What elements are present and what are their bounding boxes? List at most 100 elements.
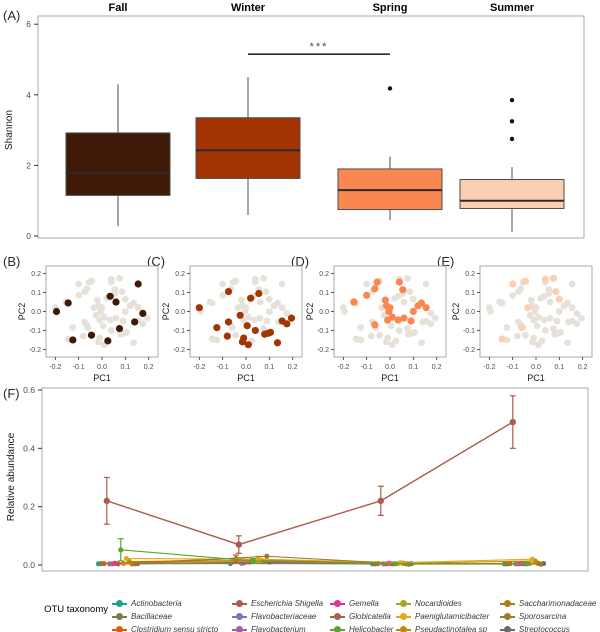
pca-point-highlight xyxy=(87,331,96,339)
season-header-spring: Spring xyxy=(372,2,408,14)
pca-point-gray xyxy=(116,274,123,282)
pca-point-gray xyxy=(208,335,216,343)
pca-point-gray xyxy=(568,280,576,288)
pca-point-gray xyxy=(339,304,347,312)
pca-point-highlight xyxy=(69,336,77,344)
pca-point-gray xyxy=(388,341,396,349)
y-tick-label: -0.2 xyxy=(29,347,41,354)
pca-point-gray xyxy=(568,304,576,312)
legend-label: Clostridium sensu stricto xyxy=(131,625,219,632)
y-tick-label: 6 xyxy=(26,19,31,29)
pca-point-gray xyxy=(121,295,129,303)
y-tick-label: 0.2 xyxy=(319,271,329,278)
pca-point-gray xyxy=(395,327,403,334)
x-axis-label: PC1 xyxy=(237,373,255,383)
pca-point-gray xyxy=(69,324,77,332)
pca-points-highlight xyxy=(52,280,147,345)
x-tick-label: -0.2 xyxy=(483,364,495,371)
x-tick-label: -0.1 xyxy=(217,364,229,371)
pca-point-highlight xyxy=(509,280,517,288)
pca-point-gray xyxy=(106,316,114,324)
pca-point-gray xyxy=(411,328,418,336)
legend-label: Flavobacteriaceae xyxy=(251,612,317,622)
x-tick-label: 0.1 xyxy=(264,364,274,371)
pca-point-gray xyxy=(83,285,91,293)
season-header-winter: Winter xyxy=(230,2,266,14)
pca-point-highlight xyxy=(131,318,139,326)
pca-point-gray xyxy=(119,317,127,325)
pca-point-highlight xyxy=(115,324,124,333)
y-tick-label: 0.2 xyxy=(465,271,475,278)
pca-panel-summer: -0.2 -0.1 0.0 0.1 0.2 -0.2 -0.1 0.0 0.1 0.2 PC1 PC2 xyxy=(451,265,593,383)
pca-point-gray xyxy=(139,320,147,328)
legend-label: Paeniglutamicibacter xyxy=(415,612,490,622)
pca-point-gray xyxy=(96,316,104,324)
x-axis-label: PC1 xyxy=(381,373,399,383)
pca-point-gray xyxy=(427,309,435,317)
series-point xyxy=(101,560,107,567)
box xyxy=(195,117,301,179)
pca-point-gray xyxy=(387,322,395,330)
boxplot-box-summer xyxy=(459,97,565,232)
pca-point-gray xyxy=(526,311,534,319)
series-point xyxy=(250,558,256,564)
boxplot-panel: 0 2 4 6 *** xyxy=(26,15,585,241)
pca-point-gray xyxy=(92,311,100,319)
series-point xyxy=(121,560,127,567)
legend-label: Actinobacteria xyxy=(131,599,182,609)
series-point xyxy=(538,561,544,567)
legend-label: Saccharimonadaceae xyxy=(519,599,597,609)
legend-item-sporosarcina: Sporosarcina xyxy=(500,608,566,621)
pca-point-gray xyxy=(256,298,264,306)
abundance-line-panel: 0.0 0.2 0.4 0.6 xyxy=(23,385,589,572)
x-tick-label: -0.2 xyxy=(337,364,349,371)
pca-point-gray xyxy=(555,308,563,315)
y-tick-label: 0.0 xyxy=(31,309,41,316)
pca-point-highlight xyxy=(371,285,379,293)
pca-point-gray xyxy=(383,338,390,346)
pca-point-gray xyxy=(531,308,539,315)
series-helicobacter xyxy=(117,538,530,567)
pca-point-highlight xyxy=(255,289,263,298)
y-tick-label: -0.2 xyxy=(173,347,185,354)
axis-label-relative-abundance: Relative abundance xyxy=(6,432,17,522)
pca-point-gray xyxy=(527,296,535,304)
pca-panel-spring: -0.2 -0.1 0.0 0.1 0.2 -0.2 -0.1 0.0 0.1 0.2 PC1 PC2 xyxy=(305,265,447,383)
legend-marker-icon xyxy=(232,625,247,632)
season-header-summer: Summer xyxy=(489,2,535,14)
box xyxy=(65,132,171,196)
series-point xyxy=(118,547,124,553)
pca-point-highlight xyxy=(350,298,358,306)
pca-panel-winter: -0.2 -0.1 0.0 0.1 0.2 -0.2 -0.1 0.0 0.1 0.2 PC1 PC2 xyxy=(161,265,303,383)
pca-point-highlight xyxy=(112,298,120,306)
y-tick-label: 0.1 xyxy=(31,290,41,297)
legend-marker-icon xyxy=(112,599,127,608)
outlier-point xyxy=(387,86,393,91)
y-tick-label: 0.2 xyxy=(175,271,185,278)
pca-point-gray xyxy=(263,317,271,325)
pca-point-gray xyxy=(228,324,236,332)
series-point xyxy=(524,561,530,567)
x-tick-label: -0.1 xyxy=(73,364,85,371)
pca-point-highlight xyxy=(373,278,381,286)
series-point xyxy=(377,497,384,505)
y-tick-label: 0.2 xyxy=(23,502,35,512)
pca-point-highlight xyxy=(134,280,142,288)
y-axis-label: PC2 xyxy=(17,303,27,321)
series-escherichia-shigella xyxy=(103,395,516,554)
pca-point-gray xyxy=(432,314,439,322)
pca-point-gray xyxy=(265,295,273,303)
legend-item-clostridium-sensu-stricto: Clostridium sensu stricto xyxy=(112,621,218,632)
pca-point-highlight xyxy=(283,320,291,328)
y-tick-label: 2 xyxy=(26,160,31,170)
pca-point-highlight xyxy=(251,326,259,335)
legend-item-globicatella: Globicatella xyxy=(330,608,391,621)
pca-point-highlight xyxy=(236,311,244,319)
pca-point-highlight xyxy=(381,296,389,304)
pca-point-gray xyxy=(260,325,267,332)
pca-point-gray xyxy=(219,280,227,288)
legend-marker-icon xyxy=(396,599,411,608)
pca-point-gray xyxy=(546,298,554,306)
box xyxy=(459,179,565,209)
pca-point-gray xyxy=(144,314,151,322)
